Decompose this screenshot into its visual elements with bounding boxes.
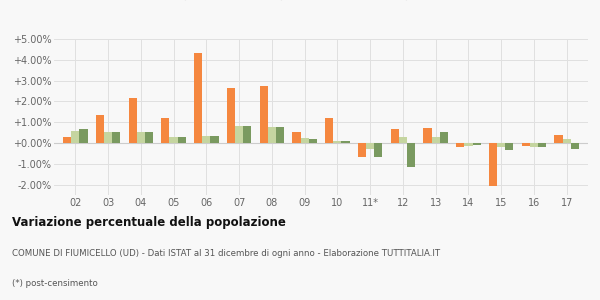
- Bar: [235, 126, 243, 143]
- Bar: [227, 88, 235, 143]
- Bar: [292, 132, 301, 143]
- Bar: [71, 130, 79, 143]
- Bar: [301, 138, 309, 143]
- Bar: [260, 86, 268, 143]
- Bar: [211, 136, 218, 143]
- Bar: [473, 143, 481, 145]
- Bar: [424, 128, 431, 143]
- Bar: [505, 143, 514, 150]
- Bar: [128, 98, 137, 143]
- Bar: [497, 143, 505, 147]
- Bar: [407, 143, 415, 167]
- Bar: [489, 143, 497, 186]
- Bar: [243, 126, 251, 143]
- Bar: [431, 137, 440, 143]
- Bar: [358, 143, 366, 157]
- Bar: [137, 132, 145, 143]
- Bar: [202, 136, 211, 143]
- Bar: [112, 132, 121, 143]
- Bar: [554, 135, 563, 143]
- Bar: [456, 143, 464, 147]
- Bar: [325, 118, 333, 143]
- Bar: [440, 132, 448, 143]
- Bar: [571, 143, 579, 149]
- Text: COMUNE DI FIUMICELLO (UD) - Dati ISTAT al 31 dicembre di ogni anno - Elaborazion: COMUNE DI FIUMICELLO (UD) - Dati ISTAT a…: [12, 249, 440, 258]
- Bar: [399, 137, 407, 143]
- Bar: [538, 143, 546, 147]
- Bar: [145, 132, 153, 143]
- Bar: [63, 137, 71, 143]
- Legend: Fiumicello, Provincia di UD, Friuli VG: Fiumicello, Provincia di UD, Friuli VG: [170, 0, 472, 4]
- Bar: [530, 143, 538, 147]
- Bar: [161, 118, 169, 143]
- Bar: [391, 130, 399, 143]
- Bar: [276, 128, 284, 143]
- Bar: [194, 52, 202, 143]
- Bar: [464, 143, 473, 146]
- Bar: [521, 143, 530, 146]
- Text: (*) post-censimento: (*) post-censimento: [12, 279, 98, 288]
- Bar: [79, 130, 88, 143]
- Bar: [268, 128, 276, 143]
- Bar: [178, 137, 186, 143]
- Text: Variazione percentuale della popolazione: Variazione percentuale della popolazione: [12, 216, 286, 229]
- Bar: [104, 132, 112, 143]
- Bar: [96, 115, 104, 143]
- Bar: [341, 141, 350, 143]
- Bar: [374, 143, 382, 157]
- Bar: [366, 143, 374, 149]
- Bar: [169, 137, 178, 143]
- Bar: [563, 139, 571, 143]
- Bar: [309, 139, 317, 143]
- Bar: [333, 141, 341, 143]
